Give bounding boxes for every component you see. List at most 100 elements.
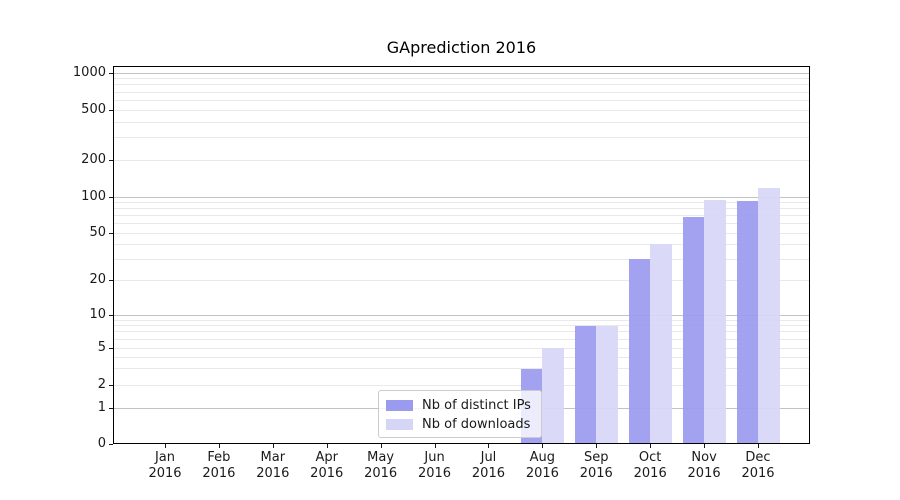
x-tick-label: Oct 2016 [620,450,680,482]
minor-gridline [114,232,809,234]
x-tick-month: Apr [315,450,338,465]
x-tick-month: Aug [529,450,556,465]
x-tick-mark [272,444,274,448]
x-tick-year: 2016 [741,466,775,481]
x-tick-mark [650,444,652,448]
y-tick-mark [109,72,113,74]
legend: Nb of distinct IPs Nb of downloads [378,390,542,438]
bar-distinct-ips [628,259,651,444]
x-tick-year: 2016 [148,466,182,481]
x-tick-mark [326,444,328,448]
minor-gridline [114,258,809,260]
x-tick-label: May 2016 [351,450,411,482]
bar-distinct-ips [682,217,705,444]
minor-gridline [114,368,809,370]
x-tick-mark [542,444,544,448]
x-tick-year: 2016 [202,466,236,481]
minor-gridline [114,325,809,327]
x-tick-mark [434,444,436,448]
x-tick-label: Sep 2016 [566,450,626,482]
x-tick-year: 2016 [417,466,452,481]
minor-gridline [114,208,809,210]
x-tick-mark [380,444,382,448]
y-tick-label: 100 [81,189,106,204]
minor-gridline [114,279,809,281]
y-tick-label: 1 [97,400,106,415]
y-tick-label: 0 [97,436,106,451]
x-tick-month: Feb [207,450,231,465]
x-tick-month: Jul [480,450,497,465]
y-tick-mark [109,407,113,409]
y-tick-mark [109,314,113,316]
x-tick-year: 2016 [256,466,290,481]
x-tick-month: May [367,450,395,465]
x-tick-year: 2016 [525,466,559,481]
y-tick-mark [109,159,113,161]
x-tick-month: Mar [260,450,286,465]
x-tick-label: Nov 2016 [674,450,734,482]
legend-entry-downloads: Nb of downloads [386,416,535,433]
x-tick-month: Sep [584,450,609,465]
minor-gridline [114,347,809,349]
x-tick-mark [596,444,598,448]
y-tick-mark [109,109,113,111]
x-tick-label: Apr 2016 [297,450,357,482]
minor-gridline [114,201,809,203]
x-tick-month: Jun [424,450,445,465]
chart-title: GAprediction 2016 [386,38,537,57]
minor-gridline [114,384,809,386]
x-tick-year: 2016 [310,466,344,481]
y-tick-label: 20 [89,272,106,287]
legend-swatch-downloads [386,419,413,430]
y-tick-label: 2 [97,377,106,392]
y-tick-mark [109,384,113,386]
x-tick-year: 2016 [579,466,613,481]
major-gridline [114,196,809,198]
x-tick-label: Mar 2016 [243,450,303,482]
minor-gridline [114,215,809,217]
y-tick-mark [109,279,113,281]
minor-gridline [114,338,809,340]
x-tick-label: Aug 2016 [512,450,572,482]
bar-distinct-ips [574,325,597,444]
minor-gridline [114,121,809,123]
x-tick-month: Oct [638,450,662,465]
minor-gridline [114,137,809,139]
x-tick-year: 2016 [471,466,505,481]
bar-downloads [542,348,564,444]
legend-entry-distinct-ips: Nb of distinct IPs [386,397,535,414]
legend-label-downloads: Nb of downloads [422,417,531,432]
x-tick-mark [704,444,706,448]
y-tick-mark [109,443,113,445]
major-gridline [114,314,809,316]
y-tick-label: 5 [97,340,106,355]
plot-area-border [113,66,810,444]
y-tick-label: 500 [81,102,106,117]
bar-downloads [758,188,780,444]
x-tick-label: Jun 2016 [405,450,465,482]
y-tick-label: 10 [89,307,106,322]
bar-downloads [596,325,618,444]
y-tick-label: 200 [81,152,106,167]
x-tick-mark [165,444,166,448]
minor-gridline [114,84,809,86]
bar-downloads [650,244,672,444]
x-tick-year: 2016 [633,466,667,481]
x-tick-label: Jan 2016 [135,450,195,482]
minor-gridline [114,159,809,161]
bar-downloads [704,200,726,444]
x-tick-month: Jan [154,450,176,465]
minor-gridline [114,223,809,225]
minor-gridline [114,91,809,93]
minor-gridline [114,319,809,321]
legend-swatch-distinct-ips [386,400,413,411]
x-tick-month: Dec [745,450,771,465]
minor-gridline [114,243,809,245]
x-tick-mark [488,444,490,448]
x-tick-label: Feb 2016 [189,450,249,482]
minor-gridline [114,109,809,111]
y-tick-label: 50 [89,225,106,240]
minor-gridline [114,99,809,101]
x-tick-year: 2016 [364,466,398,481]
